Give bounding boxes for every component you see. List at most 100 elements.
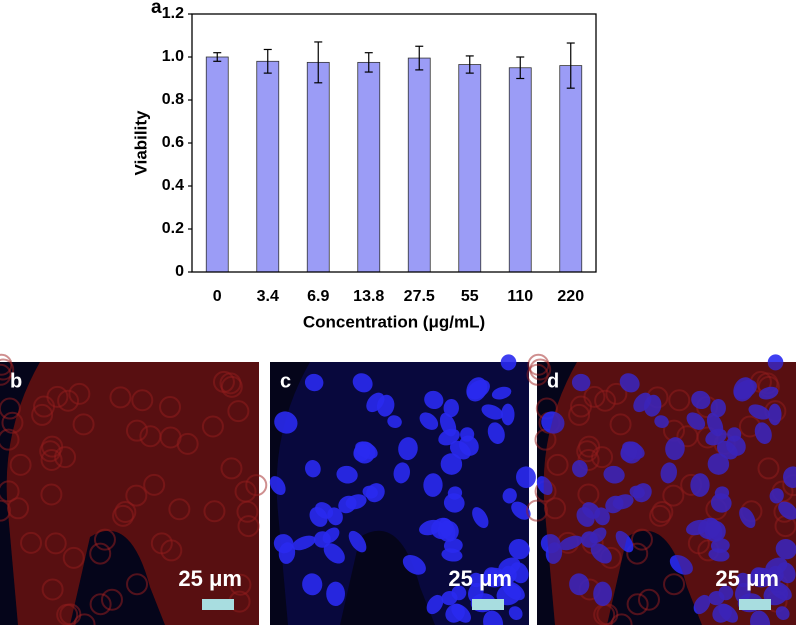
cytoplasm [62,546,85,569]
plot-frame [191,13,597,273]
nucleus [443,398,459,418]
cytoplasm [159,426,182,449]
bar [357,61,381,273]
nucleus [323,543,345,564]
nucleus [775,606,790,621]
x-tick-label: 27.5 [404,288,435,305]
x-tick-label: 220 [557,288,584,305]
nucleus [686,519,710,536]
cell-region-overlay [543,362,796,625]
bar [407,57,431,273]
nucleus [750,610,771,625]
cytoplasm [594,389,617,412]
nucleus [338,495,357,514]
cytoplasm [609,413,632,436]
nucleus [776,562,796,584]
error-bar [465,55,474,74]
cytoplasm [668,389,691,412]
bar [559,65,583,273]
cytoplasm [143,473,166,496]
nucleus [419,519,443,536]
cytoplasm [40,448,63,471]
cytoplasm [41,578,64,601]
nucleus [509,562,529,584]
y-tick-label: 0.6 [162,134,184,151]
nucleus [707,453,730,475]
nucleus [629,485,645,499]
nucleus [754,422,772,445]
nucleus [768,403,782,426]
cytoplasm [9,453,32,476]
nucleus [466,379,490,400]
nucleus [336,465,358,484]
nucleus [660,462,678,484]
cytoplasm [0,499,12,522]
cytoplasm [0,358,15,381]
nucleus [733,379,757,400]
x-tick-label: 6.9 [307,288,329,305]
y-tick-label: 1.2 [162,5,184,22]
cell-region [6,362,259,625]
nucleus [491,386,512,400]
cytoplasm [203,500,226,523]
nucleus [712,603,732,623]
nucleus [739,507,756,529]
cytoplasm [109,386,132,409]
nucleus [654,415,669,428]
nucleus [426,594,444,615]
cytoplasm [93,528,116,551]
y-tick-label: 0 [175,263,184,280]
nucleus [669,554,693,575]
x-tick-label: 3.4 [257,288,279,305]
error-bar [415,45,424,71]
bar [256,60,280,273]
nucleus [605,495,624,514]
cytoplasm [0,480,20,503]
nucleus [783,466,796,488]
cytoplasm [59,603,82,625]
nucleus [767,354,784,371]
nucleus [708,591,725,606]
nucleus [508,538,530,560]
nucleus [758,386,779,400]
y-axis-label: Viability [131,110,150,175]
nucleus [516,466,536,488]
nucleus [620,443,638,462]
cytoplasm [220,457,243,480]
nucleus [352,373,373,393]
nucleus [393,462,411,484]
nucleus [419,412,439,430]
micrograph: d 25 μm [526,353,796,625]
nucleus [615,530,634,553]
cytoplasm [637,588,660,611]
nucleus [438,428,460,446]
nucleus [459,435,479,456]
x-axis-label: Concentration (μg/mL) [303,312,485,331]
nucleus [482,567,507,588]
nucleus [536,476,553,496]
nucleus [571,373,591,392]
nucleus [690,473,710,497]
micrograph: c 25 μm [269,354,536,625]
x-tick-label: 13.8 [353,288,384,305]
nucleus [619,373,640,393]
cytoplasm [757,457,780,480]
scale-bar [202,599,234,610]
nucleus [603,465,625,484]
nucleus [769,581,792,601]
nucleus [500,354,517,371]
scale-bar [472,599,504,610]
cytoplasm [125,419,148,442]
cytoplasm [0,353,13,376]
nucleus [481,404,504,420]
nucleus [292,535,316,551]
cytoplasm [125,484,148,507]
nucleus [441,548,463,562]
nucleus [468,572,484,588]
nucleus [545,542,563,564]
cytoplasm [44,532,67,555]
nucleus [665,437,685,461]
cytoplasm [568,403,591,426]
cytoplasm [72,413,95,436]
